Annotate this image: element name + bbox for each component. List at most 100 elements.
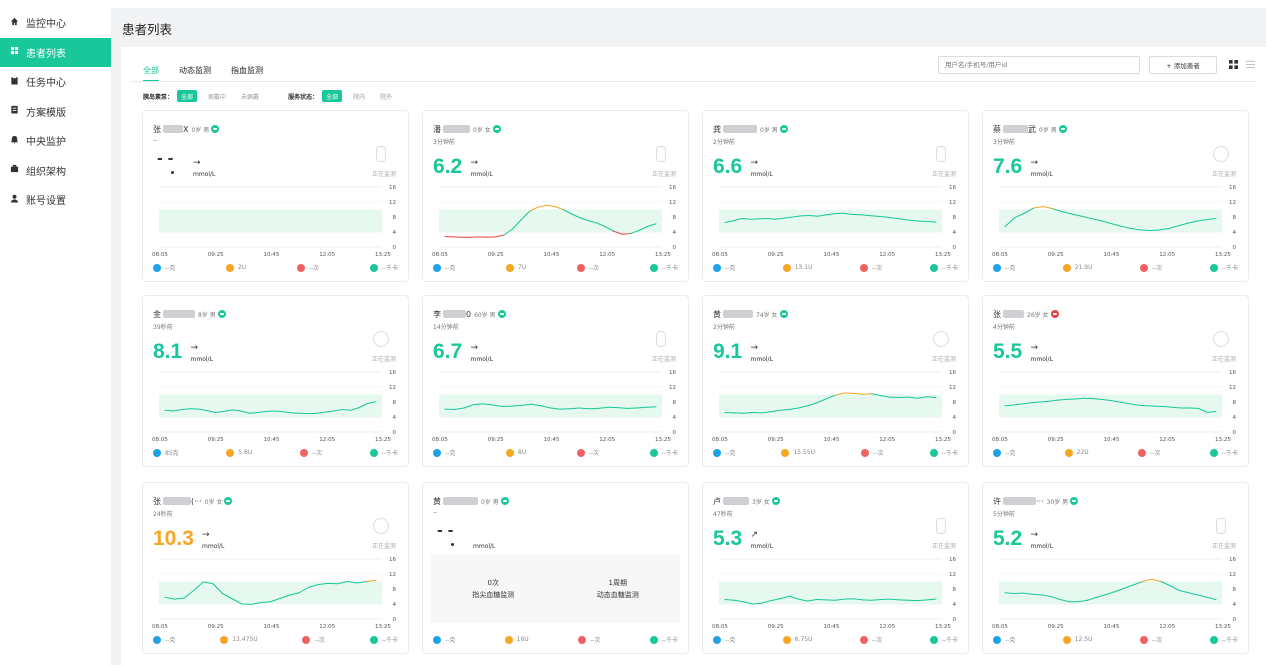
patient-card[interactable]: 卢 3岁 女 47秒前 5.3 ↗ mmol/L 正在监测 16 12 8 4 0 08:05 09:25…: [702, 482, 969, 654]
user-icon: [10, 194, 26, 206]
patient-card[interactable]: 龚 0岁 男 2分钟前 6.6 → mmol/L 正在监测 16 12 8 4 0 08:05 09:25…: [702, 110, 969, 282]
patient-card[interactable]: 张 26岁 女 4分钟前 5.5 → mmol/L 正在监测 16 12 8 4 0 08:05 09:2…: [982, 295, 1249, 467]
x-tick-label: 12:05: [879, 624, 895, 630]
glucose-line-segment: [289, 592, 300, 596]
sidebar-item-3[interactable]: 方案模版: [0, 97, 111, 127]
list-view-icon[interactable]: [1246, 60, 1255, 69]
y-tick-label: 0: [673, 430, 677, 436]
tab-cgm[interactable]: 动态监测: [179, 66, 211, 75]
sidebar-item-6[interactable]: 账号设置: [0, 185, 111, 215]
search-input[interactable]: [938, 56, 1140, 74]
carbs-icon: [153, 635, 161, 644]
service-filter-all[interactable]: 全部: [322, 90, 343, 102]
pump-filter-not-wearing[interactable]: 未佩戴: [241, 93, 260, 101]
glucose-line-segment: [779, 595, 790, 600]
insulin-icon: [782, 263, 791, 272]
x-tick-label: 13:25: [935, 252, 951, 258]
patient-card[interactable]: 张 (··· 0岁 女 24秒前 10.3 → mmol/L 正在监测 16 12 8 4 0 08:05…: [142, 482, 409, 654]
calorie-icon: [369, 448, 378, 457]
update-time: 5分钟前: [993, 511, 1015, 518]
glucose-line-segment: [578, 407, 590, 410]
service-filter-inpatient[interactable]: 院内: [353, 93, 366, 101]
exercise-stat: --次: [299, 448, 322, 457]
patient-card[interactable]: 潘 0岁 女 3分钟前 6.2 → mmol/L 正在监测 16 12 8 4 0 08:05 09:25…: [422, 110, 689, 282]
service-filter-outpatient[interactable]: 院外: [380, 93, 393, 101]
carbs-icon: [993, 448, 1001, 457]
building-icon: [10, 164, 26, 176]
glucose-line-segment: [212, 583, 224, 594]
stats-row: --克 13.475U --次 --千卡: [153, 635, 398, 644]
stats-row: --克 21.9U --次 --千卡: [993, 263, 1238, 272]
carbs-icon: [433, 448, 441, 457]
stats-row: --克 16U --次 --千卡: [433, 635, 678, 644]
carbs-stat: --克: [713, 263, 735, 272]
glucose-line-segment: [587, 220, 598, 224]
insulin-icon: [1064, 448, 1073, 457]
trend-arrow: →: [1030, 158, 1039, 168]
glucose-line-segment: [1030, 401, 1041, 404]
target-range-band: [159, 209, 382, 233]
patient-name: 黄 0岁 男: [433, 496, 509, 507]
glucose-line-segment: [1041, 594, 1052, 597]
exercise-icon: [859, 263, 868, 272]
glucose-line-segment: [1087, 596, 1098, 601]
insulin-icon: [782, 635, 791, 644]
home-icon: [10, 17, 26, 29]
summary-item: 1周期 动态血糖监测: [596, 579, 639, 599]
glucose-line-segment: [1127, 403, 1138, 406]
exercise-stat: --次: [296, 263, 319, 272]
glucose-line-segment: [537, 204, 547, 208]
glucose-unit: mmol/L: [202, 543, 225, 550]
patient-age-sex: 0岁 女: [473, 127, 491, 134]
monitor-status: 正在监测: [371, 543, 396, 550]
sidebar-item-1[interactable]: 患者列表: [0, 37, 111, 67]
patient-card[interactable]: 许 ··· 30岁 男 5分钟前 5.2 → mmol/L 正在监测 16 12 8 4 0 08:05 0…: [982, 482, 1249, 654]
add-patient-button[interactable]: + 添加患者: [1149, 56, 1217, 74]
pump-filter-all[interactable]: 全部: [177, 90, 198, 102]
patient-age-sex: 26岁 女: [1027, 312, 1049, 319]
glucose-line-segment: [512, 219, 522, 230]
y-tick-label: 12: [1229, 385, 1236, 391]
glucose-line-segment: [316, 411, 326, 414]
patient-name: 龚 0岁 男: [713, 124, 788, 135]
exercise-icon: [859, 635, 868, 644]
patient-card[interactable]: 金 8岁 男 39秒前 8.1 → mmol/L 正在监测 16 12 8 4 0 08:05 09:25…: [142, 295, 409, 467]
sidebar-item-5[interactable]: 组织架构: [0, 156, 111, 186]
patient-card[interactable]: 李 0 60岁 男 14分钟前 6.7 → mmol/L 正在监测 16 12 8 4 0 08:05 09…: [422, 295, 689, 467]
insulin-stat: 6.75U: [782, 635, 813, 644]
tab-all[interactable]: 全部: [143, 65, 159, 81]
glucose-line-segment: [770, 598, 781, 602]
patient-card[interactable]: 黄 74岁 女 2分钟前 9.1 → mmol/L 正在监测 16 12 8 4 0 08:05 09:2…: [702, 295, 969, 467]
carbs-icon: [713, 635, 721, 644]
glucose-line-segment: [540, 405, 551, 409]
patient-age-sex: 0岁 女: [204, 499, 223, 506]
pump-filter-wearing[interactable]: 佩戴中: [208, 93, 227, 101]
y-tick-label: 8: [953, 215, 957, 221]
y-tick-label: 8: [673, 400, 677, 406]
name-redaction: [723, 125, 757, 133]
sidebar-item-2[interactable]: 任务中心: [0, 67, 111, 97]
sidebar-item-4[interactable]: 中央监护: [0, 126, 111, 156]
patient-card[interactable]: 蔡武 0岁 男 3分钟前 7.6 → mmol/L 正在监测 16 12 8 4 0 08:05 09:2…: [982, 110, 1249, 282]
glucose-line-segment: [788, 407, 799, 410]
y-tick-label: 0: [1233, 245, 1237, 251]
glucose-chart: 16 12 8 4 0 08:05 09:25 10:45 12:05 13:25: [712, 370, 957, 443]
patient-age-sex: 30岁 男: [1046, 499, 1069, 506]
glucose-line-segment: [1169, 585, 1180, 591]
x-tick-label: 10:45: [264, 437, 280, 443]
grid-view-icon[interactable]: [1229, 60, 1238, 69]
name-redaction: [723, 497, 749, 505]
glucose-line-segment: [545, 204, 556, 207]
sidebar-item-label: 任务中心: [26, 78, 66, 90]
glucose-unit: mmol/L: [1030, 356, 1053, 363]
glucose-line-segment: [752, 602, 763, 605]
patient-card[interactable]: 张 X 0岁 男 -- - - → mmol/L 正在监测 16 12 8 4 0 08:05 09:25 1…: [142, 110, 409, 282]
trend-arrow: →: [1030, 530, 1039, 540]
sidebar-item-0[interactable]: 监控中心: [0, 8, 111, 38]
tab-fingertip[interactable]: 指血监测: [231, 66, 263, 75]
x-tick-label: 09:25: [208, 624, 224, 630]
glucose-line-segment: [1004, 592, 1015, 594]
patient-card[interactable]: 黄 0岁 男 -- - - mmol/L 0次 指尖血糖监测 1周期 动态血糖监测 --克 16U -…: [422, 482, 689, 654]
insulin-stat: 5.8U: [226, 448, 252, 457]
glucose-line-segment: [503, 228, 514, 236]
